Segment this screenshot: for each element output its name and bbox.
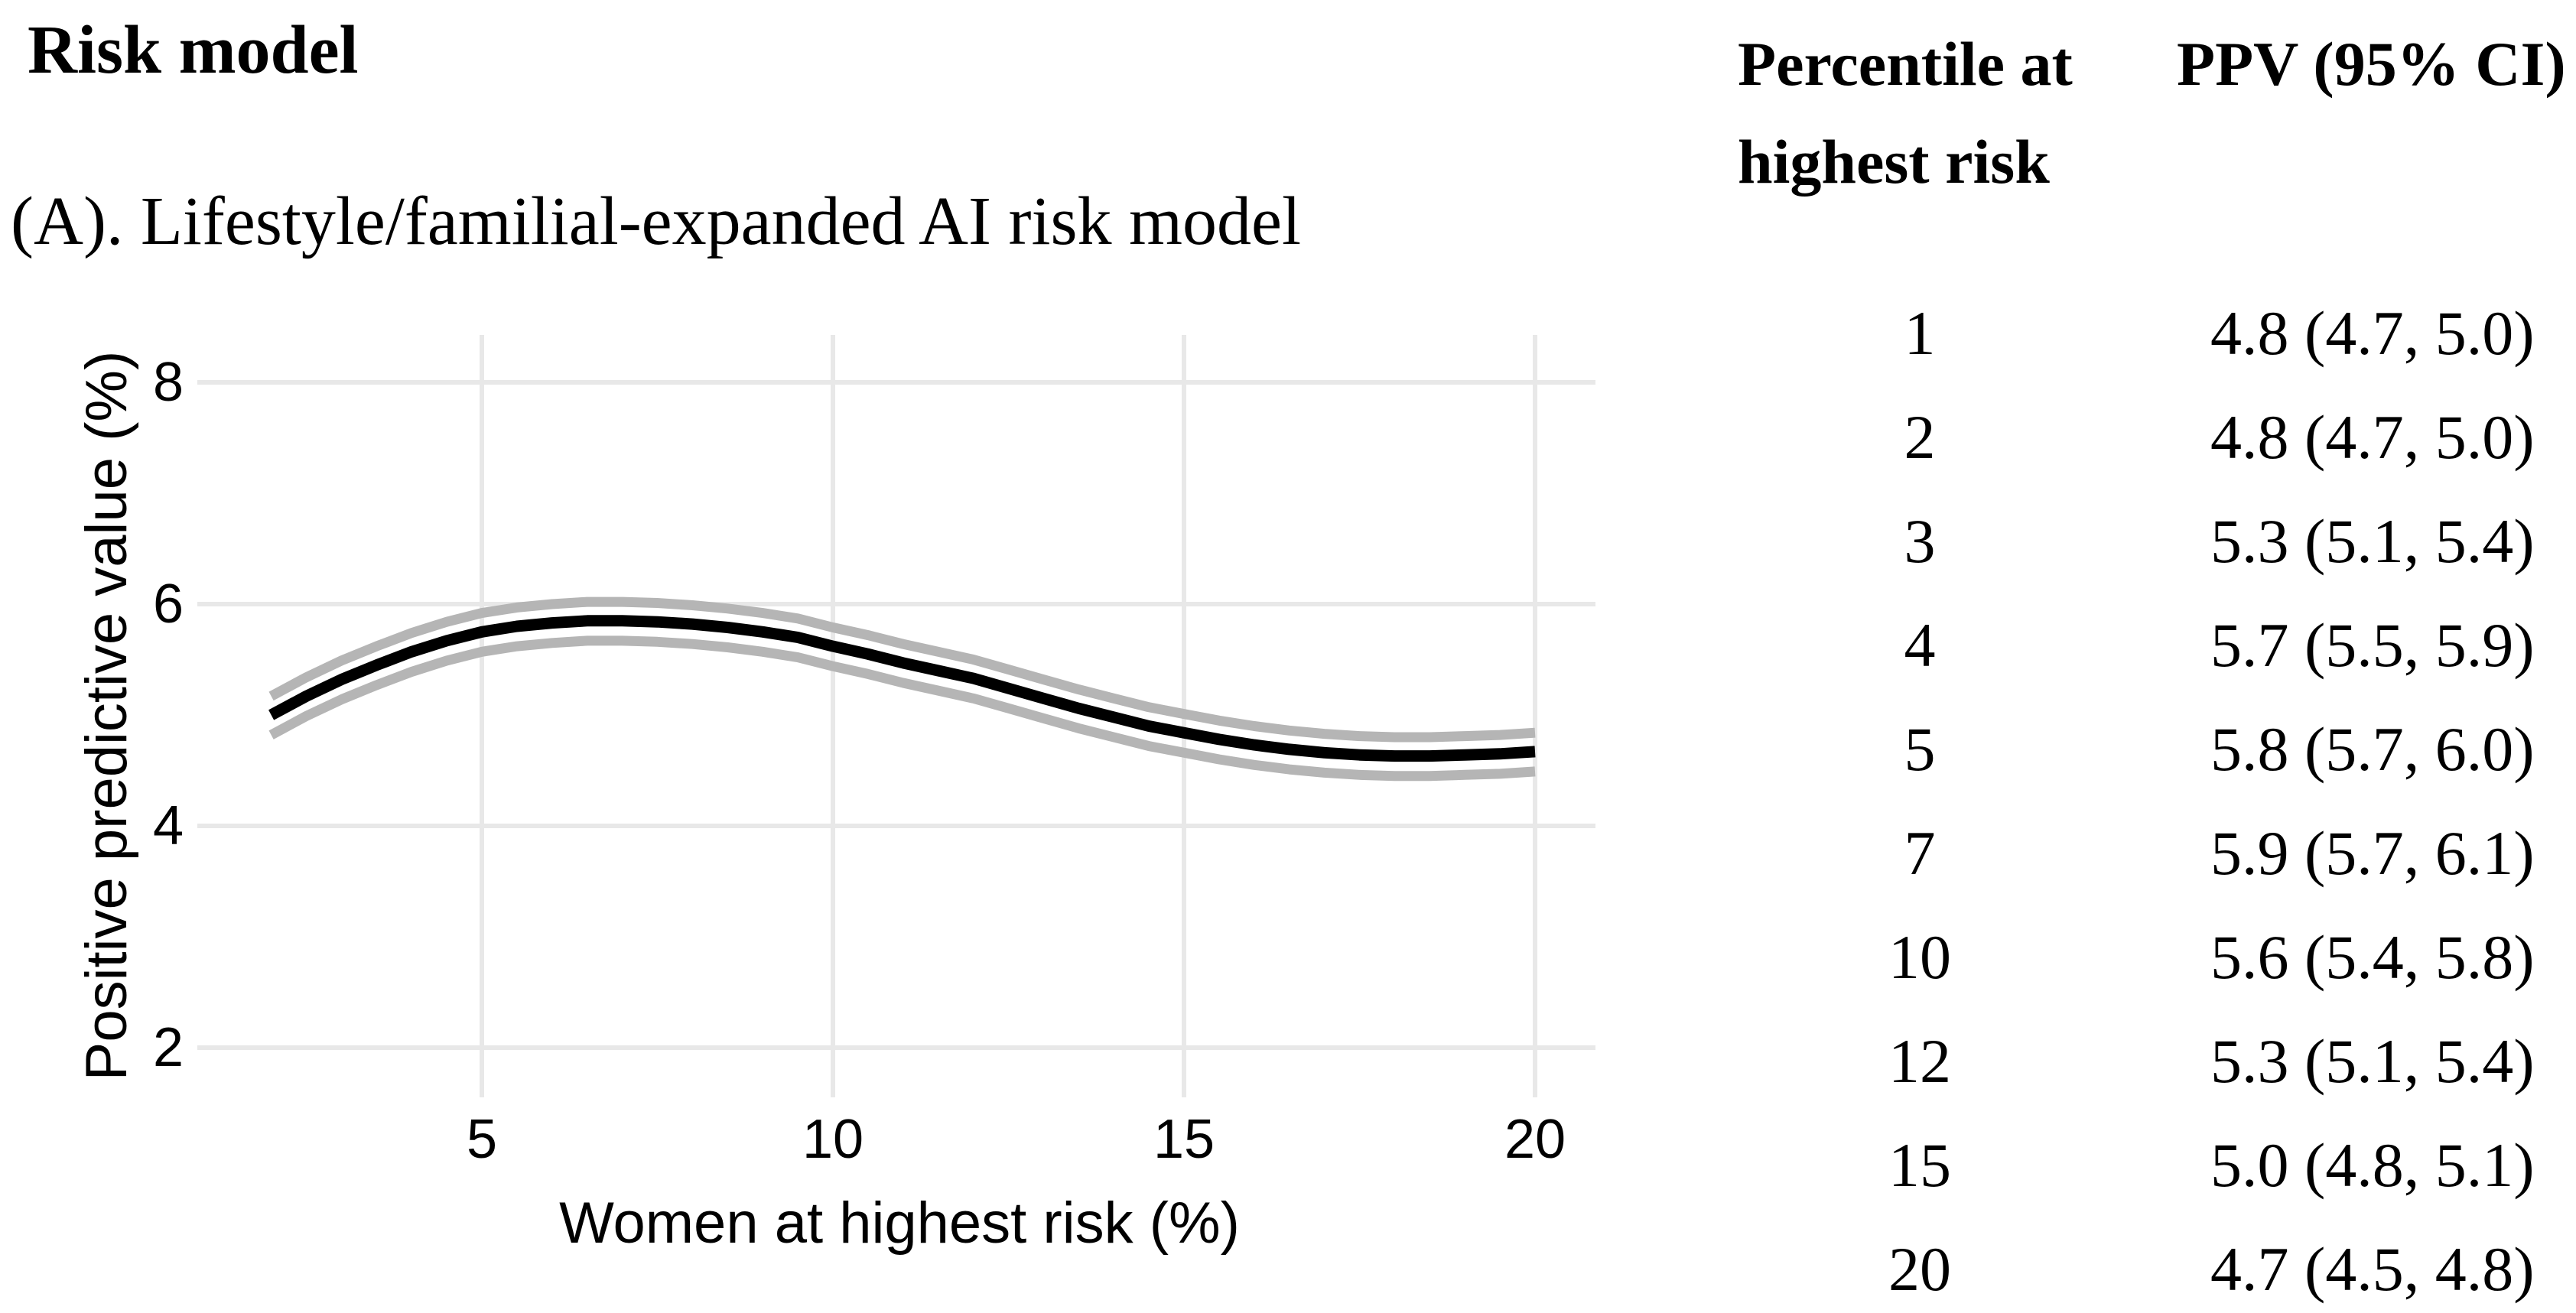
table-row: 2 4.8 (4.7, 5.0) bbox=[1759, 385, 2576, 489]
table-row: 12 5.3 (5.1, 5.4) bbox=[1759, 1009, 2576, 1113]
ci-lower-line bbox=[268, 635, 1536, 782]
percentile-value: 7 bbox=[1904, 818, 1936, 888]
ppv-line bbox=[268, 615, 1536, 762]
ppv-value: 4.7 (4.5, 4.8) bbox=[2210, 1234, 2535, 1304]
panel-gridlines bbox=[197, 335, 1595, 1097]
table-row: 20 4.7 (4.5, 4.8) bbox=[1759, 1217, 2576, 1313]
table-row: 7 5.9 (5.7, 6.1) bbox=[1759, 801, 2576, 905]
table-row: 10 5.6 (5.4, 5.8) bbox=[1759, 905, 2576, 1009]
table-header-percentile-line2: highest risk bbox=[1738, 127, 2050, 197]
table-row: 4 5.7 (5.5, 5.9) bbox=[1759, 593, 2576, 697]
y-tick-4: 4 bbox=[152, 795, 184, 856]
y-tick-2: 2 bbox=[152, 1017, 184, 1078]
ppv-table: 1 4.8 (4.7, 5.0) 2 4.8 (4.7, 5.0) 3 5.3 … bbox=[1759, 281, 2576, 1313]
table-header-ppv: PPV (95% CI) bbox=[2177, 29, 2566, 99]
percentile-value: 2 bbox=[1904, 402, 1936, 472]
percentile-value: 15 bbox=[1888, 1130, 1951, 1200]
percentile-value: 3 bbox=[1904, 506, 1936, 576]
ppv-value: 5.3 (5.1, 5.4) bbox=[2210, 506, 2535, 576]
percentile-value: 5 bbox=[1904, 714, 1936, 784]
percentile-value: 10 bbox=[1888, 922, 1951, 992]
x-tick-15: 15 bbox=[1153, 1109, 1215, 1170]
ppv-value: 5.6 (5.4, 5.8) bbox=[2210, 922, 2535, 992]
ci-upper-line bbox=[268, 596, 1536, 743]
ppv-value: 5.9 (5.7, 6.1) bbox=[2210, 818, 2535, 888]
table-row: 1 4.8 (4.7, 5.0) bbox=[1759, 281, 2576, 385]
percentile-value: 20 bbox=[1888, 1234, 1951, 1304]
ppv-value: 5.3 (5.1, 5.4) bbox=[2210, 1026, 2535, 1096]
x-tick-5: 5 bbox=[466, 1109, 498, 1170]
percentile-value: 1 bbox=[1904, 298, 1936, 368]
y-tick-6: 6 bbox=[152, 574, 184, 635]
y-axis-title: Positive predictive value (%) bbox=[74, 350, 139, 1081]
table-row: 3 5.3 (5.1, 5.4) bbox=[1759, 489, 2576, 593]
percentile-value: 4 bbox=[1904, 610, 1936, 680]
table-row: 5 5.8 (5.7, 6.0) bbox=[1759, 697, 2576, 801]
y-tick-8: 8 bbox=[152, 352, 184, 413]
percentile-value: 12 bbox=[1888, 1026, 1951, 1096]
ppv-value: 5.0 (4.8, 5.1) bbox=[2210, 1130, 2535, 1200]
column-title-risk-model: Risk model bbox=[28, 12, 359, 88]
table-header-percentile: Percentile at highest risk bbox=[1738, 15, 2073, 211]
table-header-percentile-line1: Percentile at bbox=[1738, 29, 2073, 99]
table-row: 15 5.0 (4.8, 5.1) bbox=[1759, 1113, 2576, 1217]
panel-label: (A). Lifestyle/familial-expanded AI risk… bbox=[11, 184, 1301, 259]
x-tick-20: 20 bbox=[1504, 1109, 1566, 1170]
ppv-value: 4.8 (4.7, 5.0) bbox=[2210, 402, 2535, 472]
x-tick-10: 10 bbox=[802, 1109, 864, 1170]
x-axis-title: Women at highest risk (%) bbox=[559, 1191, 1240, 1256]
ppv-value: 5.8 (5.7, 6.0) bbox=[2210, 714, 2535, 784]
ppv-value: 4.8 (4.7, 5.0) bbox=[2210, 298, 2535, 368]
ppv-value: 5.7 (5.5, 5.9) bbox=[2210, 610, 2535, 680]
